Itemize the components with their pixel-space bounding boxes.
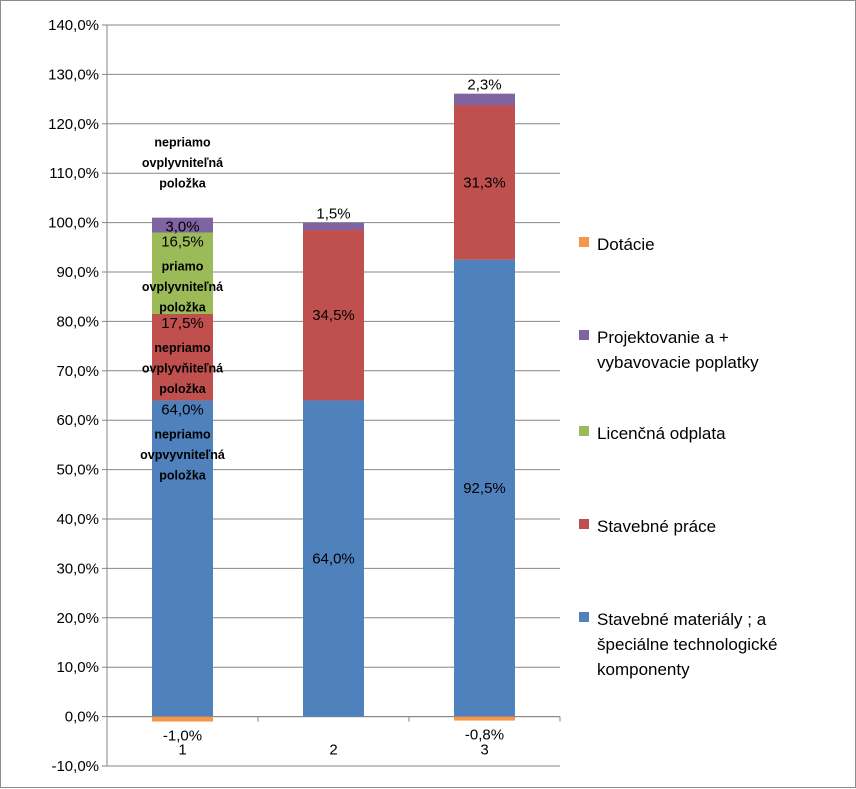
bar-projektovanie-a-cat-3 (454, 93, 515, 106)
y-tick-label: 130,0% (48, 66, 99, 83)
annotation-text: položka (159, 177, 207, 191)
y-tick-label: 90,0% (56, 264, 99, 281)
y-tick-label: 120,0% (48, 116, 99, 133)
bars (152, 93, 515, 722)
legend-swatch-projektovanie-a (579, 330, 589, 340)
y-tick-label: 40,0% (56, 511, 99, 528)
bar-stavebne-materialy-a-cat-3 (454, 259, 515, 717)
annotation-text: ovplyvniteľná (142, 156, 223, 170)
y-tick-label: 70,0% (56, 363, 99, 380)
x-tick-label: 2 (329, 742, 337, 759)
bar-licencna-odplata-cat-1 (152, 232, 213, 314)
legend-label: špeciálne technologické (597, 635, 778, 654)
y-tick-label: -10,0% (51, 758, 99, 775)
annotation-text: nepriamo (154, 136, 211, 150)
legend-label: Licenčná odplata (597, 424, 726, 443)
legend-label: Stavebné práce (597, 517, 716, 536)
data-label: 2,3% (467, 77, 501, 94)
data-label: 17,5% (161, 315, 204, 332)
legend-label: vybavovacie poplatky (597, 353, 759, 372)
annotation-text: ovpvyvniteľná (140, 448, 225, 462)
bar-projektovanie-a-cat-1 (152, 217, 213, 233)
annotation-text: položka (159, 300, 207, 314)
data-label: 16,5% (161, 233, 204, 250)
y-tick-label: 50,0% (56, 462, 99, 479)
y-tick-label: 20,0% (56, 610, 99, 627)
y-tick-label: 60,0% (56, 412, 99, 429)
x-tick-label: 3 (480, 742, 488, 759)
data-label: 92,5% (463, 480, 506, 497)
data-label: 64,0% (161, 401, 204, 418)
data-label: 64,0% (312, 551, 355, 568)
y-tick-label: 30,0% (56, 560, 99, 577)
legend-swatch-stavebne-prace (579, 519, 589, 529)
annotation-text: ovplyvňiteľná (142, 361, 223, 375)
data-label: 34,5% (312, 307, 355, 324)
annotation-text: nepriamo (154, 341, 211, 355)
annotations: nepriamo ovplyvniteľná položka priamo ovplyv… (140, 136, 225, 483)
data-label: 3,0% (165, 219, 199, 236)
data-label: 31,3% (463, 174, 506, 191)
bar-stavebne-prace-cat-2 (303, 230, 364, 401)
bar-stavebne-prace-cat-3 (454, 105, 515, 260)
legend-swatch-dotacie (579, 237, 589, 247)
legend-label: Stavebné materiály ; a (597, 610, 767, 629)
legend-label: Projektovanie a + (597, 328, 729, 347)
y-tick-label: 100,0% (48, 215, 99, 232)
legend-swatch-licencna-odplata (579, 426, 589, 436)
legend-label: Dotácie (597, 235, 655, 254)
bar-stavebne-prace-cat-1 (152, 313, 213, 401)
data-labels: 64,0% 17,5% 16,5%3,0% -1,0% 64,0% 34,5% 1,5% 92… (161, 77, 506, 745)
data-label: -0,8% (465, 727, 504, 744)
legend-label: komponenty (597, 660, 690, 679)
annotation-text: položka (159, 382, 207, 396)
y-tick-label: 80,0% (56, 313, 99, 330)
legend-swatch-stavebne-materialy-a (579, 612, 589, 622)
x-tick-label: 1 (178, 742, 186, 759)
annotation-text: ovplyvniteľná (142, 280, 223, 294)
data-label: 1,5% (316, 206, 350, 223)
y-tick-label: 110,0% (49, 165, 99, 182)
bar-dotacie-cat-1 (152, 716, 213, 722)
y-tick-label: 10,0% (56, 659, 99, 676)
bar-stavebne-materialy-a-cat-2 (303, 400, 364, 717)
annotation-text: priamo (162, 259, 204, 273)
data-label: -1,0% (163, 728, 202, 745)
y-tick-label: 0,0% (65, 709, 99, 726)
annotation-text: položka (159, 468, 207, 482)
annotation-text: nepriamo (154, 427, 211, 441)
bar-dotacie-cat-3 (454, 716, 515, 721)
bar-stavebne-materialy-a-cat-1 (152, 400, 213, 717)
bar-projektovanie-a-cat-2 (303, 222, 364, 231)
legend: Dotácie Projektovanie a + vybavovacie popl… (579, 235, 778, 679)
y-tick-label: 140,0% (48, 17, 99, 34)
